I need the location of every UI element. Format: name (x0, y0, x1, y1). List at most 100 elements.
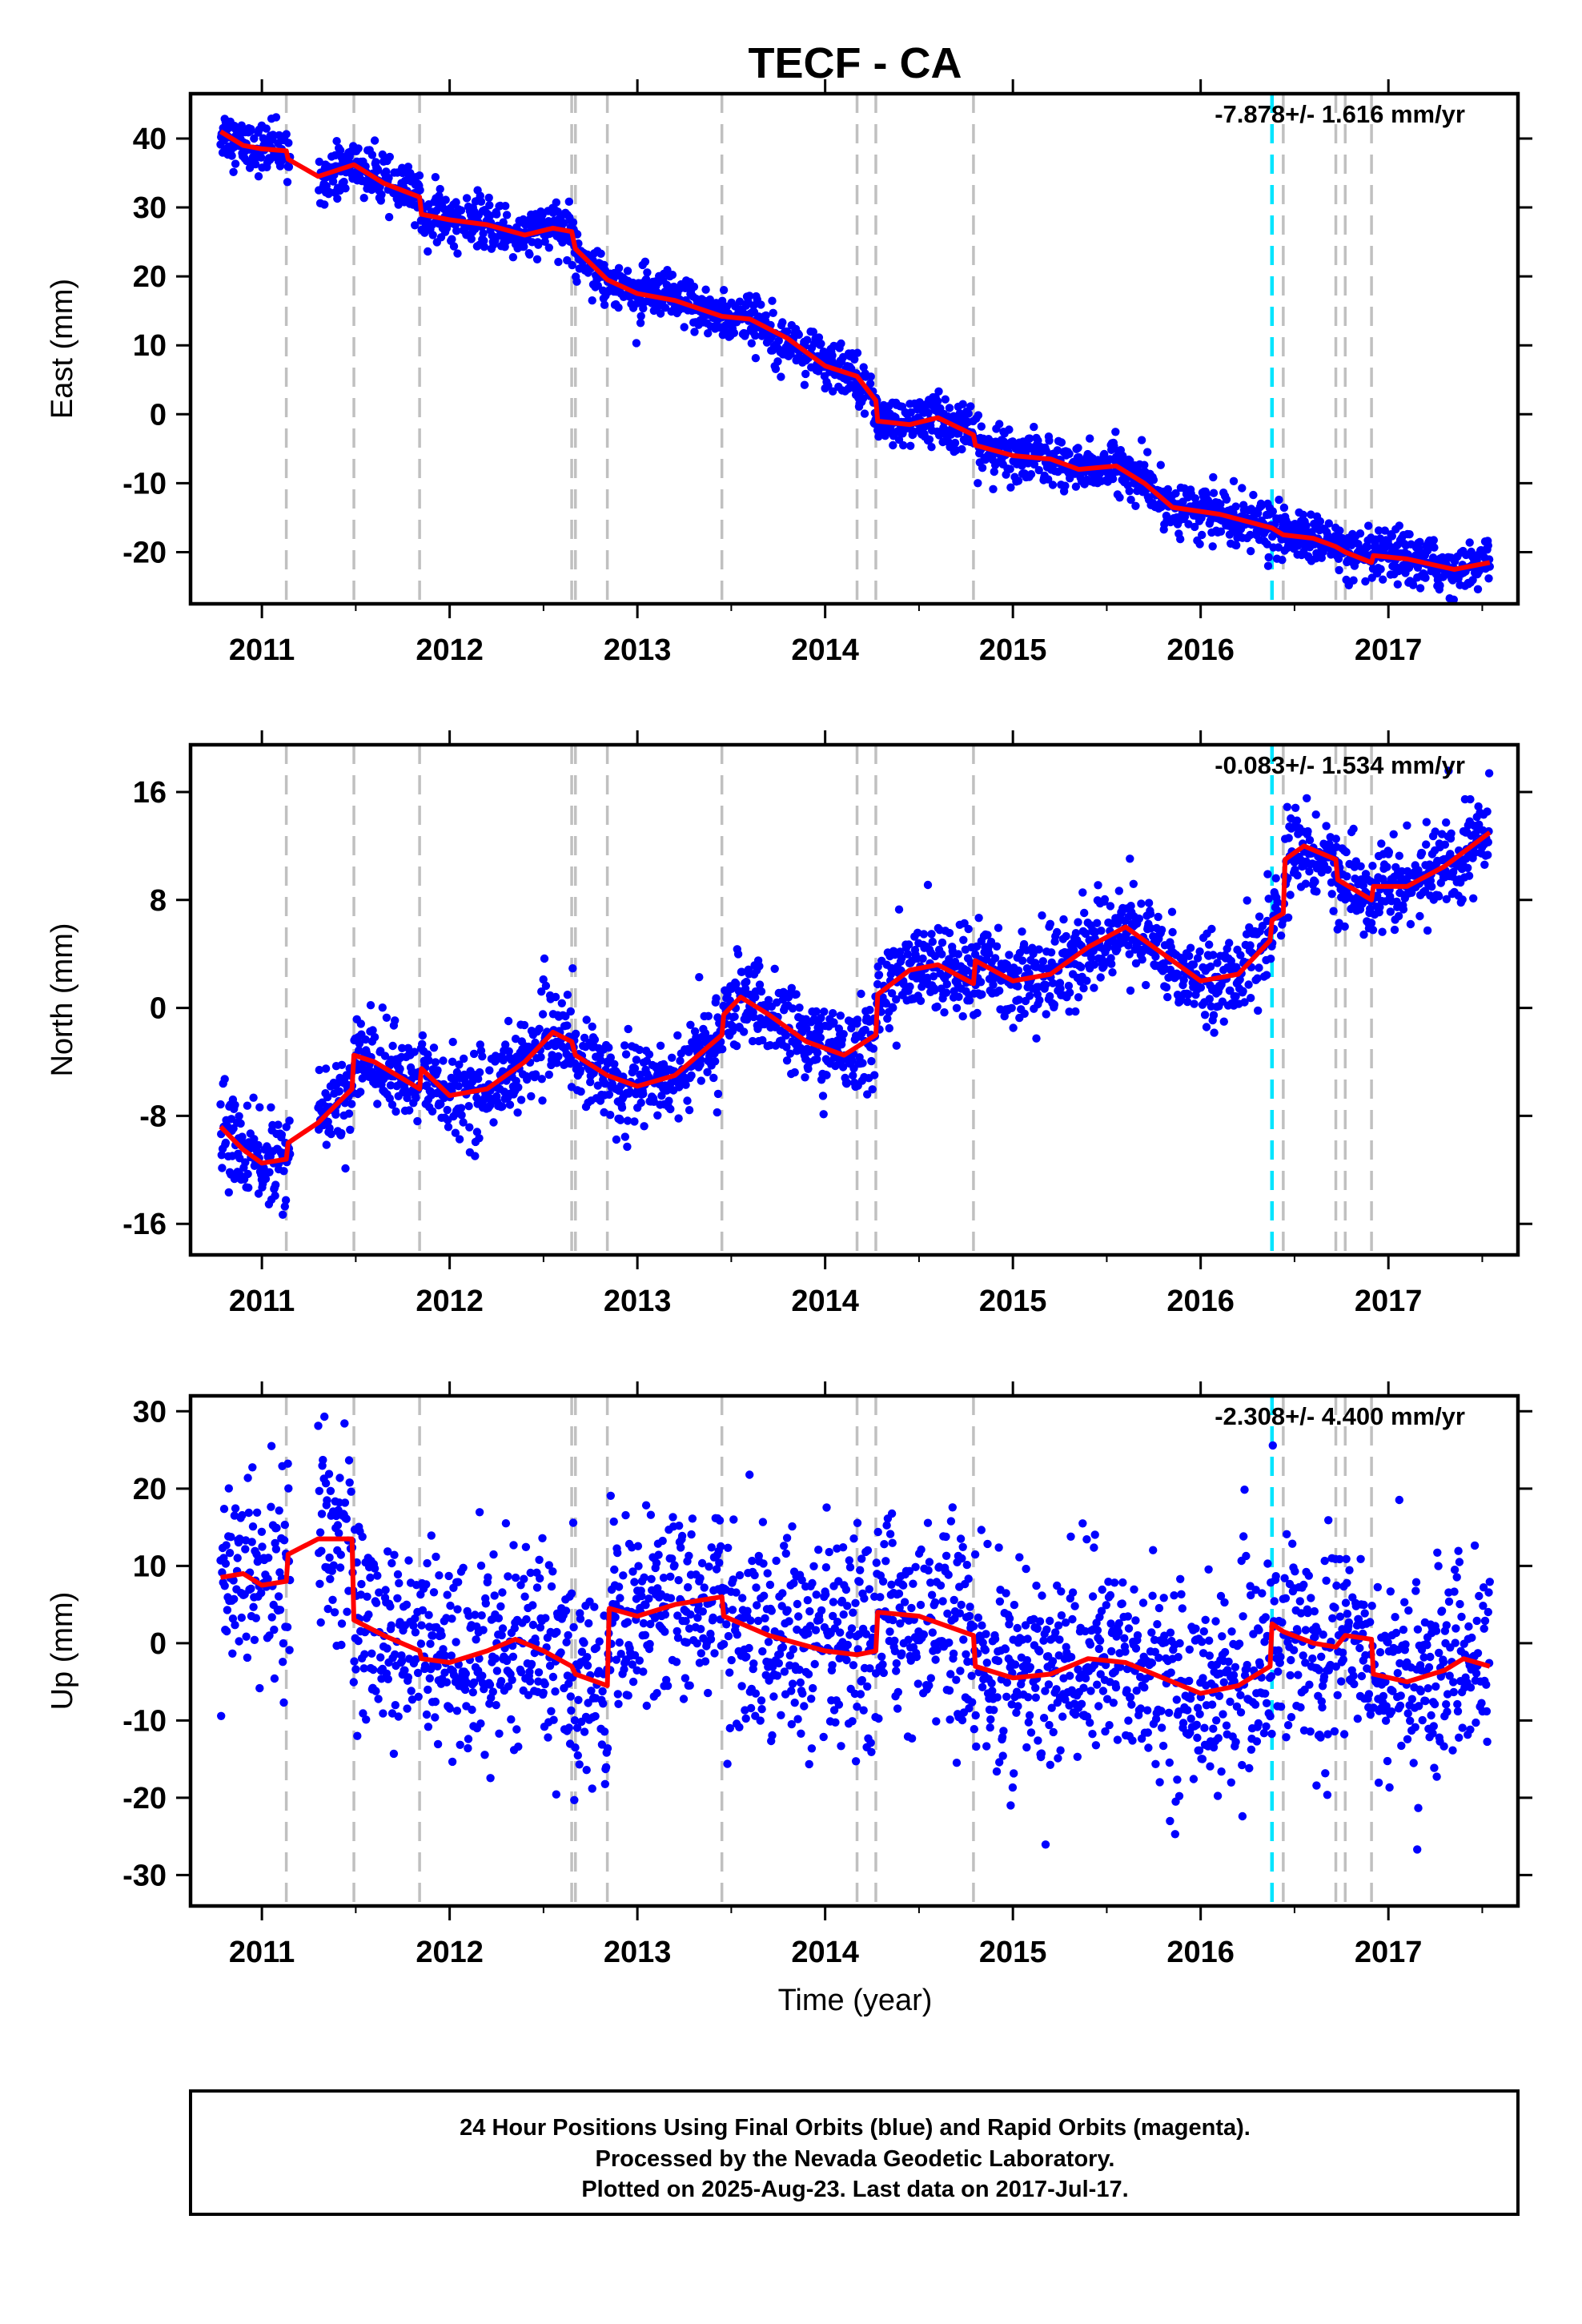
data-point (676, 1056, 685, 1065)
data-point (1034, 436, 1042, 445)
data-point (254, 1189, 263, 1198)
data-point (1207, 924, 1216, 934)
data-point (499, 218, 508, 227)
data-point (551, 1687, 560, 1696)
data-point (782, 1056, 792, 1065)
y-tick-label: 16 (133, 776, 167, 810)
data-point (390, 1550, 399, 1559)
data-point (972, 942, 982, 951)
data-point (257, 153, 266, 162)
data-point (381, 1586, 390, 1594)
data-point (918, 954, 927, 963)
data-point (494, 1614, 504, 1622)
data-point (249, 1093, 258, 1102)
data-point (378, 1003, 387, 1012)
data-point (905, 982, 914, 991)
data-point (262, 124, 271, 133)
data-point (1151, 952, 1160, 961)
data-point (563, 1021, 572, 1030)
data-point (836, 1011, 845, 1020)
data-point (1074, 993, 1083, 1002)
y-tick-label: -16 (122, 1208, 167, 1241)
data-point (1138, 955, 1146, 964)
plot-frame (188, 91, 1520, 606)
data-point (704, 329, 713, 338)
data-point (985, 949, 994, 958)
data-point (732, 979, 741, 988)
data-point (1197, 513, 1206, 522)
data-point (460, 1054, 468, 1063)
panels: 2011 2012 2013 2014 2015 2016 2017-20-10010203… (46, 79, 1532, 1969)
data-point (1284, 834, 1293, 842)
data-point (536, 1574, 544, 1583)
data-point (337, 1128, 346, 1138)
data-point (1044, 475, 1053, 484)
data-point (243, 1101, 252, 1110)
data-point (1423, 546, 1432, 555)
data-point (887, 989, 897, 998)
data-point (1020, 1009, 1029, 1019)
data-point (983, 931, 992, 939)
data-point (600, 300, 609, 309)
data-point (853, 348, 862, 357)
data-point (255, 1103, 264, 1112)
data-point (277, 1130, 287, 1140)
data-point (354, 1636, 363, 1646)
data-point (1466, 794, 1475, 804)
data-point (221, 1138, 231, 1148)
data-point (268, 131, 278, 139)
data-point (674, 1114, 683, 1123)
data-point (350, 1657, 359, 1666)
data-point (1236, 951, 1245, 959)
data-point (934, 396, 942, 406)
data-point (705, 295, 714, 304)
data-point (1393, 580, 1403, 589)
data-point (1263, 540, 1272, 549)
data-point (1484, 838, 1493, 846)
data-point (817, 340, 825, 348)
data-point (402, 1600, 412, 1610)
data-point (768, 296, 777, 305)
data-point (443, 1590, 452, 1599)
data-point (1209, 1011, 1219, 1019)
data-point (356, 1019, 365, 1028)
x-tick-label: 2013 (604, 633, 672, 667)
data-point (573, 1751, 582, 1760)
data-point (1262, 971, 1271, 979)
data-point (1464, 863, 1472, 873)
velocity-label: -0.083+/- 1.534 mm/yr (1215, 751, 1465, 779)
data-point (528, 1620, 538, 1630)
data-point (1368, 862, 1377, 870)
data-point (941, 395, 950, 404)
data-point (1071, 482, 1081, 491)
x-tick-label: 2011 (229, 1285, 295, 1318)
data-point (320, 1412, 329, 1421)
data-point (391, 1016, 400, 1025)
data-point (656, 309, 665, 318)
data-point (1389, 830, 1398, 839)
data-point (363, 1592, 371, 1602)
data-point (446, 1601, 455, 1610)
data-point (1137, 436, 1146, 444)
data-point (283, 1459, 292, 1468)
data-point (477, 1611, 486, 1620)
data-point (1355, 529, 1365, 538)
data-point (641, 275, 651, 283)
data-point (1018, 956, 1027, 965)
data-point (431, 1697, 440, 1707)
data-point (271, 1180, 280, 1189)
data-point (467, 235, 476, 243)
data-point (342, 1514, 351, 1523)
data-point (1429, 536, 1439, 545)
data-point (386, 1081, 396, 1090)
data-point (264, 1554, 273, 1562)
data-point (927, 930, 936, 939)
data-point (839, 1030, 848, 1039)
data-point (427, 1531, 436, 1540)
data-point (572, 1029, 580, 1039)
data-point (719, 286, 729, 295)
data-point (1279, 503, 1289, 513)
data-point (770, 964, 779, 974)
data-point (1219, 1017, 1229, 1026)
data-point (1255, 912, 1264, 921)
